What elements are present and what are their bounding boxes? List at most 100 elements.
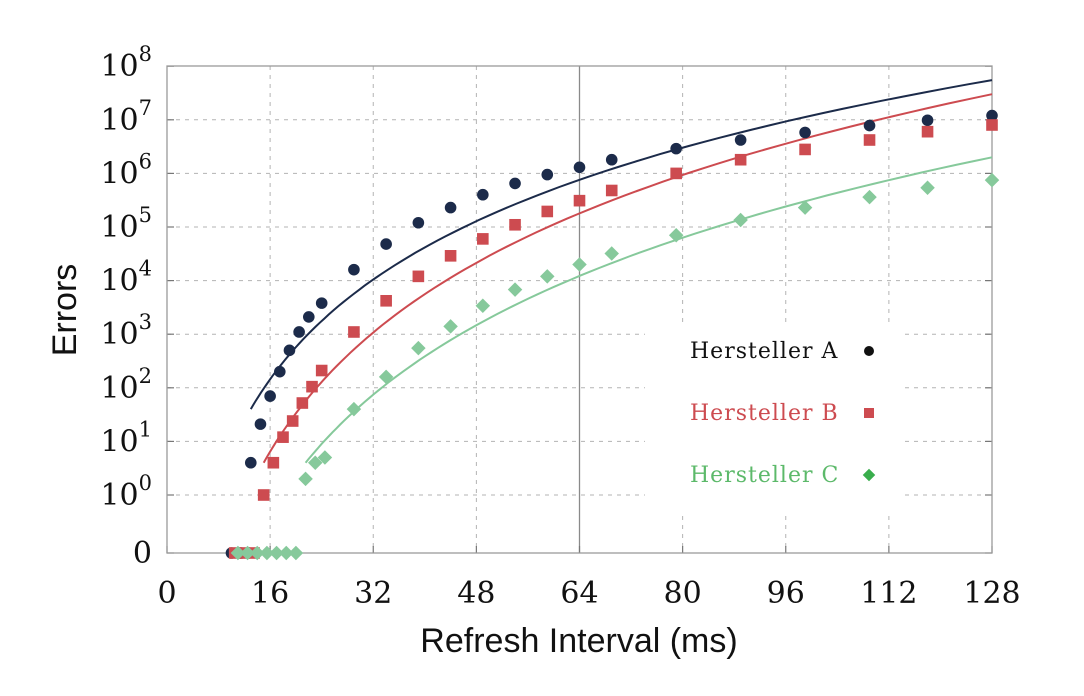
data-point (573, 161, 586, 174)
x-tick-label: 112 (860, 576, 917, 611)
x-tick-label: 64 (560, 576, 598, 611)
data-point (734, 153, 747, 166)
legend-label: Hersteller B (690, 401, 839, 426)
y-tick-label: 0 (133, 536, 152, 571)
x-tick-label: 128 (963, 576, 1020, 611)
legend-label: Hersteller C (690, 463, 839, 488)
data-point (273, 365, 286, 378)
y-tick-label: 102 (100, 364, 152, 406)
y-tick-exponent: 4 (139, 257, 152, 281)
y-tick-exponent: 6 (139, 149, 152, 173)
data-point (348, 263, 360, 276)
data-point (733, 212, 748, 228)
data-point (509, 177, 521, 190)
data-point (293, 326, 305, 338)
data-point (278, 545, 294, 561)
data-point (863, 134, 876, 146)
data-point (277, 431, 289, 443)
data-point (412, 216, 425, 229)
data-point (444, 201, 457, 214)
y-tick-exponent: 0 (139, 471, 152, 495)
y-axis-title: Errors (46, 264, 84, 357)
data-point (380, 294, 392, 307)
data-point (380, 238, 392, 250)
y-tick-base: 10 (100, 371, 138, 406)
y-tick-label: 101 (100, 417, 152, 459)
x-tick-label: 16 (251, 576, 289, 611)
data-point (986, 119, 998, 131)
y-tick-base: 10 (100, 49, 138, 84)
y-tick-label: 103 (100, 310, 152, 352)
y-tick-base: 10 (100, 264, 138, 299)
data-point (249, 545, 265, 561)
y-tick-label: 105 (100, 203, 152, 245)
data-point (302, 311, 315, 323)
data-point (244, 456, 257, 469)
data-points (225, 109, 1000, 561)
data-point (984, 172, 1000, 188)
data-point (921, 114, 934, 127)
data-point (298, 471, 313, 487)
data-point (668, 228, 684, 243)
y-tick-label: 104 (100, 257, 152, 299)
data-point (920, 180, 935, 195)
data-point (411, 340, 426, 356)
data-point (604, 246, 619, 261)
y-tick-base: 10 (100, 156, 138, 191)
data-point (288, 545, 304, 561)
y-tick-label: 100 (100, 471, 152, 513)
legend-marker (864, 346, 874, 356)
data-point (509, 218, 521, 231)
y-tick-exponent: 7 (139, 96, 152, 120)
data-point (572, 257, 587, 272)
x-tick-label: 32 (354, 576, 392, 611)
data-point (283, 344, 296, 357)
y-tick-exponent: 2 (139, 364, 152, 388)
data-point (799, 126, 811, 139)
data-point (443, 319, 458, 334)
data-point (862, 189, 877, 205)
data-point (240, 545, 255, 561)
y-tick-label: 107 (100, 96, 152, 138)
y-tick-label: 108 (100, 42, 152, 84)
data-point (269, 545, 284, 561)
data-point (412, 270, 425, 283)
x-tick-label: 48 (457, 576, 495, 611)
data-point (605, 184, 618, 197)
data-point (230, 545, 246, 561)
legend-marker (864, 408, 874, 418)
data-point (444, 250, 457, 262)
legend: Hersteller A Hersteller B Hersteller C (645, 325, 905, 515)
data-point (799, 143, 811, 156)
data-point (254, 418, 267, 430)
data-point (259, 545, 275, 561)
data-point (605, 153, 618, 166)
legend-background (645, 325, 905, 515)
data-point (264, 390, 276, 402)
data-point (315, 297, 328, 309)
y-tick-base: 0 (133, 536, 152, 571)
data-point (477, 188, 489, 201)
data-point (573, 194, 586, 207)
data-point (306, 380, 318, 393)
y-tick-base: 10 (100, 424, 138, 459)
data-point (475, 298, 491, 313)
data-point (541, 168, 554, 181)
x-tick-label: 0 (157, 576, 176, 611)
data-point (267, 456, 280, 469)
data-point (797, 200, 813, 215)
x-tick-labels: 0 16 32 48 64 80 96 112 128 (157, 576, 1020, 611)
data-point (317, 450, 333, 465)
x-tick-label: 96 (767, 576, 805, 611)
y-tick-exponent: 1 (139, 417, 152, 441)
data-point (346, 401, 362, 417)
data-point (670, 142, 682, 155)
data-point (296, 397, 309, 409)
y-tick-exponent: 3 (139, 310, 152, 334)
data-point (257, 489, 270, 501)
data-point (863, 119, 876, 132)
y-tick-base: 10 (100, 210, 138, 245)
data-point (507, 282, 523, 297)
data-point (348, 326, 360, 338)
